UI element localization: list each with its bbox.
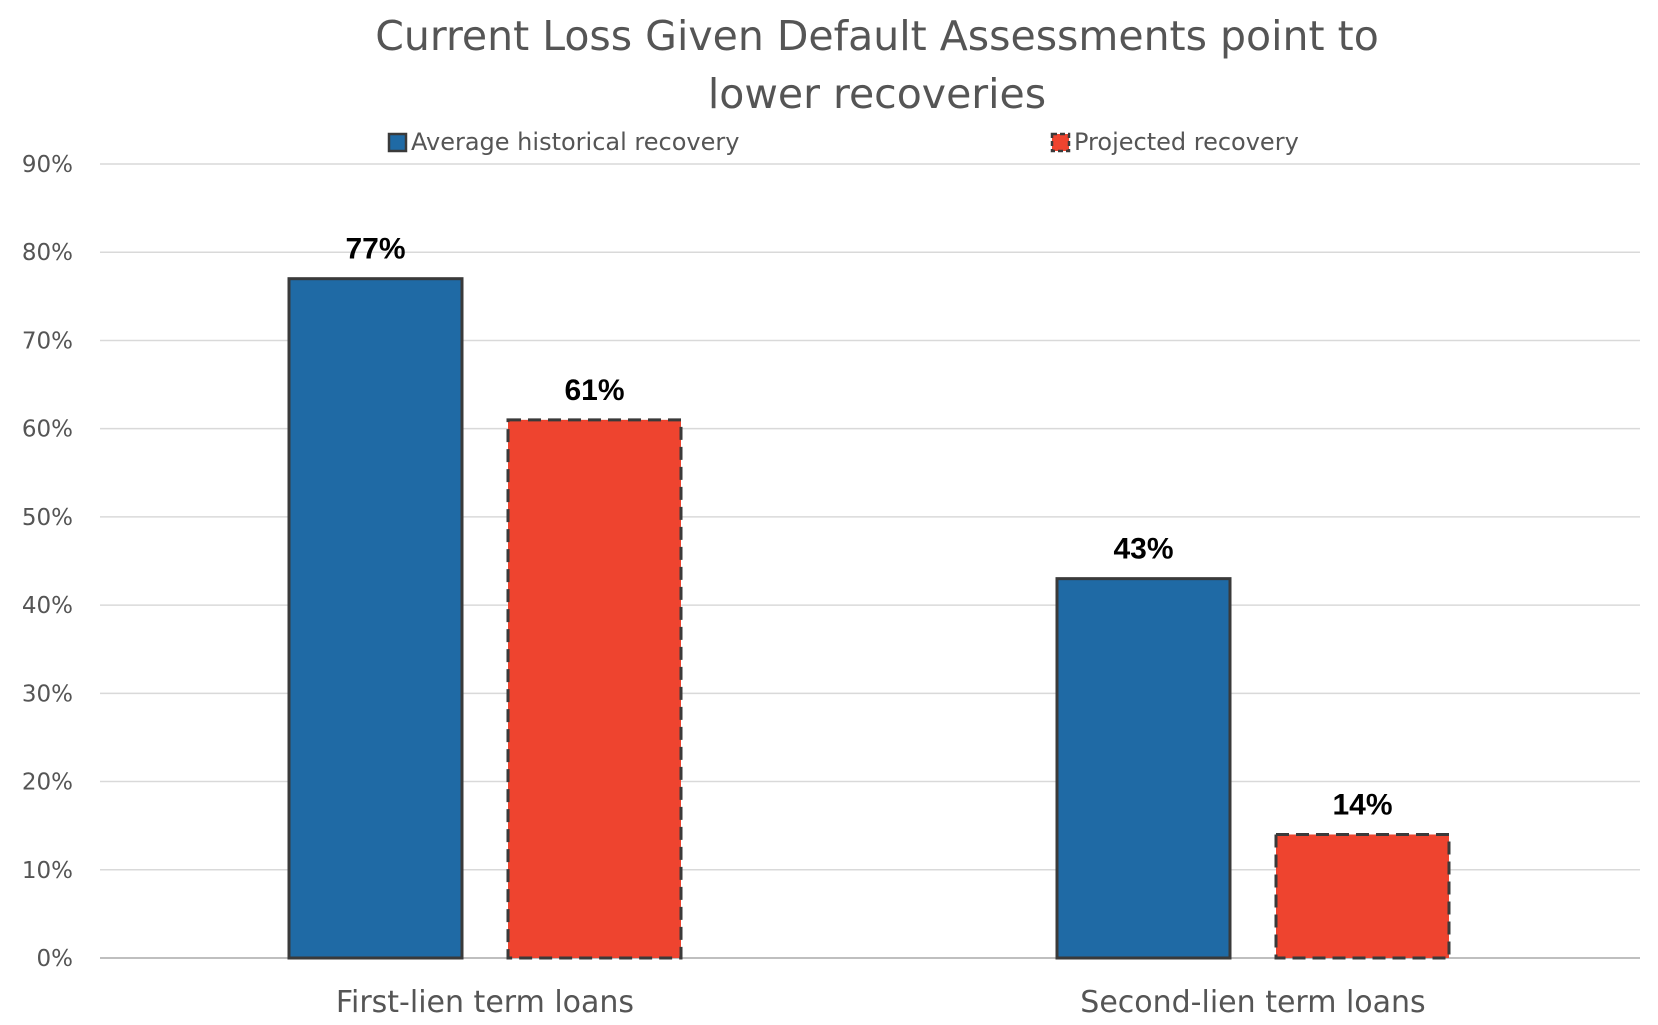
chart-title-line-2: lower recoveries	[708, 70, 1046, 118]
y-tick-label: 60%	[22, 417, 73, 443]
bars	[287, 277, 1451, 960]
bar-average-historical-recovery-first-lien	[287, 277, 464, 960]
y-tick-label: 90%	[22, 152, 73, 178]
chart-title-line-1: Current Loss Given Default Assessments p…	[375, 12, 1379, 60]
x-axis-category-labels: First-lien term loans Second-lien term lo…	[336, 985, 1426, 1020]
y-tick-label: 70%	[22, 328, 73, 354]
y-tick-label: 10%	[22, 858, 73, 884]
y-tick-label: 30%	[22, 681, 73, 707]
y-tick-label: 80%	[22, 240, 73, 266]
bar-projected-recovery-first-lien	[506, 418, 683, 960]
data-labels: 77% 61% 43% 14%	[345, 233, 1392, 822]
legend-swatch-average-historical-recovery	[387, 132, 408, 153]
category-label: Second-lien term loans	[1080, 985, 1425, 1020]
y-tick-label: 50%	[22, 505, 73, 531]
y-tick-label: 20%	[22, 770, 73, 796]
bar-projected-recovery-second-lien	[1274, 832, 1451, 960]
legend: Average historical recovery Projected re…	[387, 128, 1299, 156]
legend-swatch-projected-recovery	[1050, 132, 1071, 153]
data-label: 77%	[345, 233, 405, 266]
data-label: 14%	[1332, 788, 1392, 821]
legend-label-projected-recovery: Projected recovery	[1074, 128, 1299, 156]
data-label: 61%	[564, 374, 624, 407]
y-tick-label: 40%	[22, 593, 73, 619]
y-axis-tick-labels: 0% 10% 20% 30% 40% 50% 60% 70% 80% 90%	[22, 152, 73, 972]
y-tick-label: 0%	[37, 946, 74, 972]
category-label: First-lien term loans	[336, 985, 634, 1020]
data-label: 43%	[1113, 533, 1173, 566]
bar-average-historical-recovery-second-lien	[1055, 577, 1232, 960]
legend-label-average-historical-recovery: Average historical recovery	[411, 128, 739, 156]
chart-title: Current Loss Given Default Assessments p…	[375, 12, 1379, 118]
